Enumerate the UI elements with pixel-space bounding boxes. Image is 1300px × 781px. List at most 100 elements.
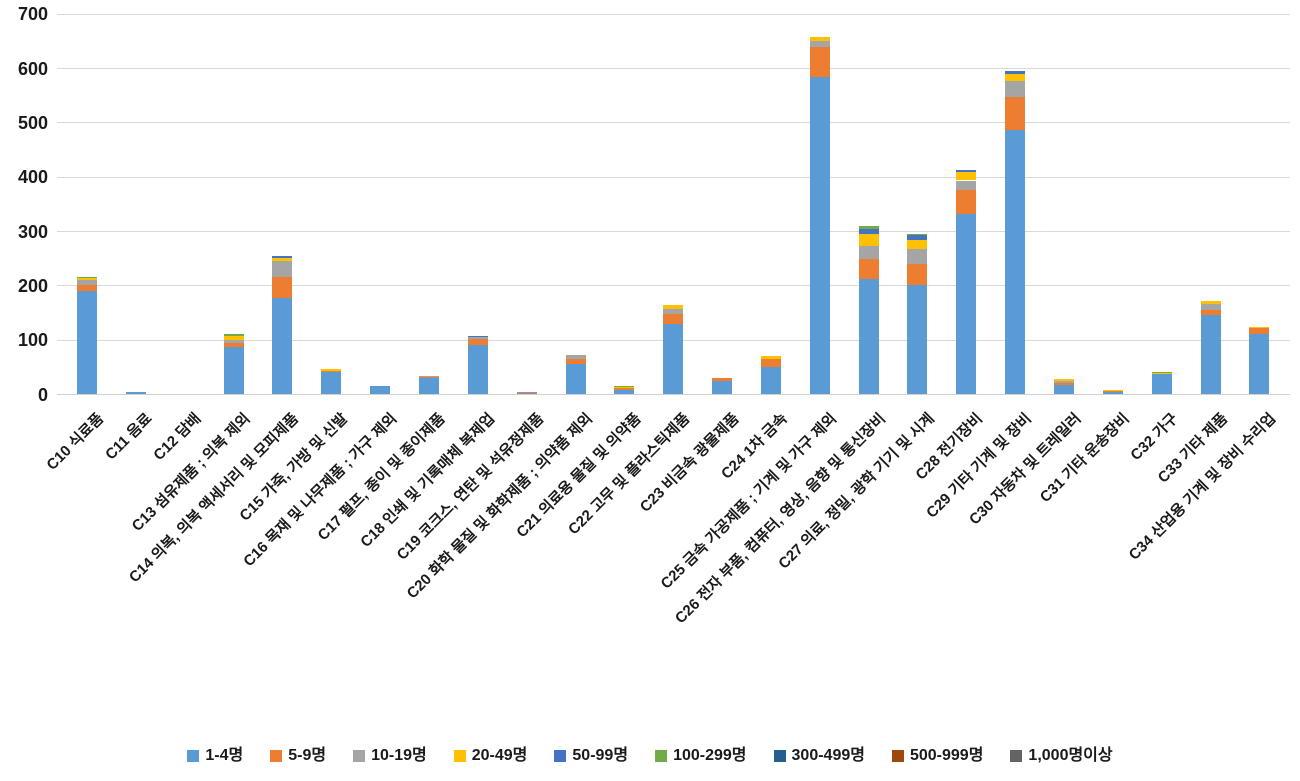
bar-segment (321, 368, 342, 371)
bar-segment (1249, 326, 1270, 328)
bar-segment (663, 308, 684, 315)
bar-segment (223, 336, 244, 340)
legend-label: 300-499명 (791, 747, 865, 764)
legend-item: 500-999명 (891, 747, 983, 765)
bar-segment (1249, 327, 1270, 334)
bar-segment (663, 305, 684, 309)
bar-segment (223, 339, 244, 344)
x-axis-label: C10 식료품 (43, 410, 108, 474)
bar-segment (77, 276, 97, 279)
bar-segment (614, 386, 635, 388)
bar-segment (272, 255, 293, 259)
bar-segment (1054, 384, 1074, 395)
gridline (57, 122, 1290, 124)
bar-segment (1005, 129, 1026, 395)
bar-segment (223, 343, 244, 347)
bar-segment (858, 226, 879, 229)
bar-segment (1200, 303, 1221, 310)
bar-segment (663, 323, 684, 395)
y-tick-label: 500 (17, 112, 48, 133)
bar-segment (614, 385, 635, 387)
bar-segment (1102, 390, 1123, 392)
legend-item: 300-499명 (773, 747, 865, 765)
bar-segment (858, 228, 879, 234)
bar-segment (858, 246, 879, 260)
gridline (57, 13, 1290, 15)
bar-segment (1151, 372, 1172, 374)
x-axis-label: C25 금속 가공제품 ; 기계 및 가구 제외 (657, 410, 840, 593)
bar-segment (956, 213, 977, 395)
bar-segment (272, 258, 293, 262)
legend-item: 1,000명이상 (1010, 747, 1113, 765)
bar-segment (77, 291, 97, 395)
bar-segment (1200, 301, 1221, 304)
bar-segment (321, 371, 342, 395)
bar-segment (272, 298, 293, 395)
legend-item: 50-99명 (554, 747, 628, 765)
bar-segment (1151, 371, 1172, 373)
legend-item: 1-4명 (187, 747, 243, 765)
bar-segment (565, 359, 586, 364)
x-axis-label: C20 화학 물질 및 화학제품 ; 의약품 제외 (403, 410, 596, 603)
bar-segment (370, 385, 391, 395)
legend-item: 10-19명 (353, 747, 427, 765)
legend-swatch-icon (453, 750, 466, 762)
legend: 1-4명 5-9명 10-19명 20-49명 50-99명 100-299명 300-49… (0, 740, 1300, 772)
bar-segment (760, 356, 781, 359)
y-tick-label: 0 (37, 384, 48, 405)
bar-segment (809, 46, 830, 77)
bar-segment (77, 285, 97, 292)
bar-segment (907, 240, 928, 249)
bar-segment (907, 248, 928, 265)
bar-segment (125, 392, 146, 395)
bar-segment (956, 189, 977, 214)
y-tick-label: 600 (17, 58, 48, 79)
bar-segment (1249, 333, 1270, 395)
bar-segment (223, 346, 244, 395)
bar-segment (907, 284, 928, 395)
gridline (57, 68, 1290, 70)
legend-swatch-icon (353, 750, 366, 762)
bar-segment (516, 392, 537, 393)
bar-segment (760, 366, 781, 395)
bar-segment (1054, 383, 1074, 385)
legend-item: 20-49명 (453, 747, 528, 765)
bar-segment (1005, 74, 1026, 82)
legend-swatch-icon (1010, 750, 1023, 762)
bar-segment (321, 370, 342, 372)
bar-segment (907, 233, 928, 236)
x-axis-label: C11 음료 (102, 410, 156, 464)
y-tick-label: 100 (17, 330, 48, 351)
bar-segment (1005, 81, 1026, 97)
bar-segment (1054, 379, 1074, 382)
legend-label: 1,000명이상 (1028, 747, 1113, 764)
bar-segment (1054, 381, 1074, 384)
legend-swatch-icon (773, 750, 786, 762)
bar-segment (858, 233, 879, 247)
gridline (57, 231, 1290, 233)
bar-segment (418, 377, 439, 379)
gridline (57, 285, 1290, 287)
y-tick-label: 400 (17, 167, 48, 188)
bar-segment (663, 314, 684, 324)
bar-segment (760, 358, 781, 367)
bar-segment (712, 380, 733, 395)
y-tick-label: 700 (17, 4, 48, 25)
bar-segment (809, 37, 830, 42)
gridline (57, 176, 1290, 178)
legend-item: 100-299명 (655, 747, 747, 765)
bar-segment (809, 41, 830, 47)
bar-segment (467, 345, 488, 395)
bar-segment (712, 378, 733, 381)
x-axis-line (57, 394, 1290, 395)
legend-label: 20-49명 (471, 747, 528, 764)
bar-segment (907, 235, 928, 241)
bar-segment (516, 392, 537, 395)
bar-segment (467, 338, 488, 346)
x-axis-label: C31 기타 운송장비 (1036, 410, 1133, 506)
bar-segment (1200, 315, 1221, 395)
legend-label: 10-19명 (371, 747, 427, 764)
bar-segment (809, 76, 830, 395)
bar-segment (614, 389, 635, 395)
legend-item: 5-9명 (270, 747, 326, 765)
